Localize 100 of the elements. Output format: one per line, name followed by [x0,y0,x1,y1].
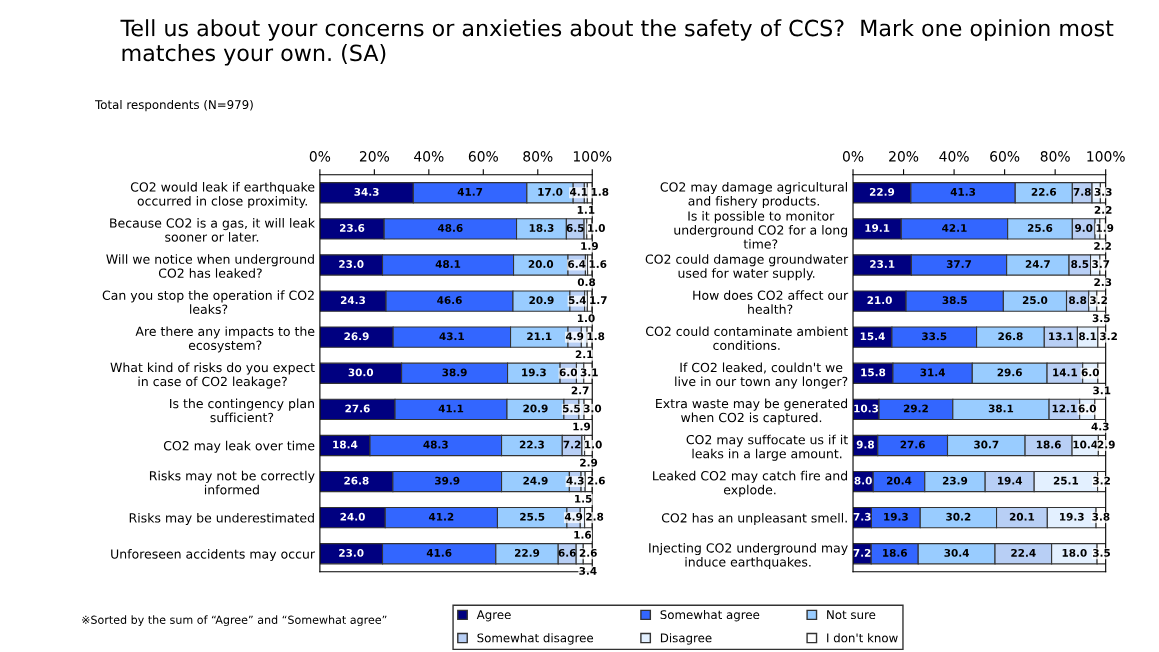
data-label: 19.3 [1060,512,1084,521]
data-label: 3.1 [580,368,598,377]
data-label: 24.0 [340,512,365,521]
data-label: 46.6 [437,296,462,305]
data-label: 18.4 [333,440,358,449]
y-tick-label: Because CO2 is a gas, it will leak sooner or later. [110,218,315,242]
data-label: 8.5 [1071,260,1089,268]
y-tick-label: CO2 may suffocate us if it leaks in a large amount. [686,434,848,461]
data-label: 43.1 [439,332,464,341]
data-label: 14.1 [1053,368,1078,377]
data-label: 19.4 [998,476,1023,485]
data-label: 22.6 [1031,187,1057,196]
data-label: 29.2 [903,404,928,413]
data-label: 12.1 [1052,404,1077,413]
data-label: 1.0 [588,224,605,232]
data-label: 1.9 [1096,224,1114,232]
data-label: 7.2 [563,440,581,449]
data-label: 7.3 [853,512,871,521]
data-label: 3.7 [1092,260,1110,268]
data-label: 42.1 [942,224,967,232]
x-tick-label: 20% [889,151,919,162]
legend-label: Somewhat disagree [477,633,594,645]
data-label: 19.3 [522,368,546,377]
data-label: 25.6 [1027,224,1053,232]
y-tick-label: Will we notice when underground CO2 has leaked? [106,254,314,278]
data-label: 5.5 [562,404,580,413]
x-tick-label: 100% [1087,151,1125,162]
y-tick-label: Are there any impacts to the ecosystem? [135,326,315,353]
data-label: 10.4 [1073,440,1098,449]
y-tick-label: Is it possible to monitor underground CO2 for a long time? [674,211,848,249]
legend-label: Disagree [660,633,712,645]
y-tick-label: CO2 has an unpleasant smell. [661,512,847,526]
data-label: 48.6 [437,224,463,232]
data-label: 3.1 [1093,386,1111,395]
data-label: 1.8 [591,187,609,196]
x-tick-label: 40% [414,151,444,162]
data-label: 7.8 [1073,187,1091,196]
data-label: 3.8 [1092,512,1110,521]
data-label: 25.5 [520,512,545,521]
data-label: 2.9 [580,458,598,467]
data-label: 23.9 [942,476,968,485]
data-label: 26.8 [344,476,369,485]
data-label: 24.3 [340,296,365,305]
y-tick-label: Is the contingency plan sufficient? [170,398,314,423]
text: ※Sorted by the sum of “Agree” and “Somewhat agree” [82,615,387,627]
y-tick-label: What kind of risks do you expect in case of CO2 leakage? [110,362,315,389]
y-tick-label: CO2 may damage agricultural and fishery products. [660,181,847,209]
data-label: 2.3 [1094,278,1112,287]
legend-label: I don't know [827,633,898,643]
data-label: 4.3 [566,476,584,485]
y-tick-label: Unforeseen accidents may occur [111,549,316,562]
x-tick-label: 0% [842,151,864,162]
data-label: 10.3 [854,404,879,413]
data-label: 1.6 [589,260,607,268]
data-label: 2.8 [586,512,604,521]
data-label: 23.1 [870,260,895,268]
data-label: 5.4 [568,296,587,305]
y-tick-label: CO2 would leak if earthquake occurred in close proximity. [130,181,315,209]
data-label: 21.0 [867,296,892,305]
data-label: 1.1 [577,206,595,214]
data-label: 4.1 [570,188,588,196]
data-label: 19.1 [865,224,890,232]
data-label: 3.5 [1092,314,1110,323]
data-label: 38.5 [942,296,967,305]
data-label: 30.2 [946,512,971,521]
text: Total respondents (N=979) [95,99,253,112]
data-label: 31.4 [920,368,945,377]
data-label: 4.9 [564,512,583,521]
x-tick-label: 60% [468,151,498,162]
data-label: 4.9 [565,332,584,341]
data-label: 6.0 [559,368,578,377]
data-label: 18.6 [1036,440,1061,449]
data-label: 1.9 [573,422,591,431]
data-label: 7.2 [853,548,871,557]
data-label: 48.1 [435,260,461,268]
legend-label: Agree [476,610,511,622]
data-label: 2.6 [579,548,597,557]
data-label: 23.0 [339,260,364,268]
y-tick-label: If CO2 leaked, couldn't we live in our town any longer? [675,362,848,389]
data-label: 23.0 [339,548,364,557]
y-tick-label: Risks may be underestimated [129,512,314,526]
data-label: 24.9 [523,476,548,485]
y-tick-label: Leaked CO2 may catch fire and explode. [653,470,848,497]
data-label: 17.0 [538,187,563,196]
data-label: 41.7 [457,188,483,196]
data-label: 26.8 [998,332,1023,341]
data-label: 1.0 [577,314,595,323]
data-label: 41.2 [428,512,454,521]
x-tick-label: 0% [309,151,331,162]
chart-title: Tell us about your concerns or anxieties about the safety of CCS? Mark one opinion most matches your own. (SA) [120,19,1114,66]
data-label: 19.3 [884,512,908,521]
data-label: 18.3 [529,224,554,232]
x-tick-label: 80% [523,151,553,162]
data-label: 22.4 [1011,548,1036,557]
data-label: 25.0 [1022,296,1048,305]
y-tick-label: CO2 may leak over time [163,440,315,453]
y-tick-label: Risks may not be correctly informed [149,470,315,495]
data-label: 2.1 [575,350,593,359]
data-label: 2.7 [571,386,589,395]
data-label: 3.0 [583,404,602,413]
